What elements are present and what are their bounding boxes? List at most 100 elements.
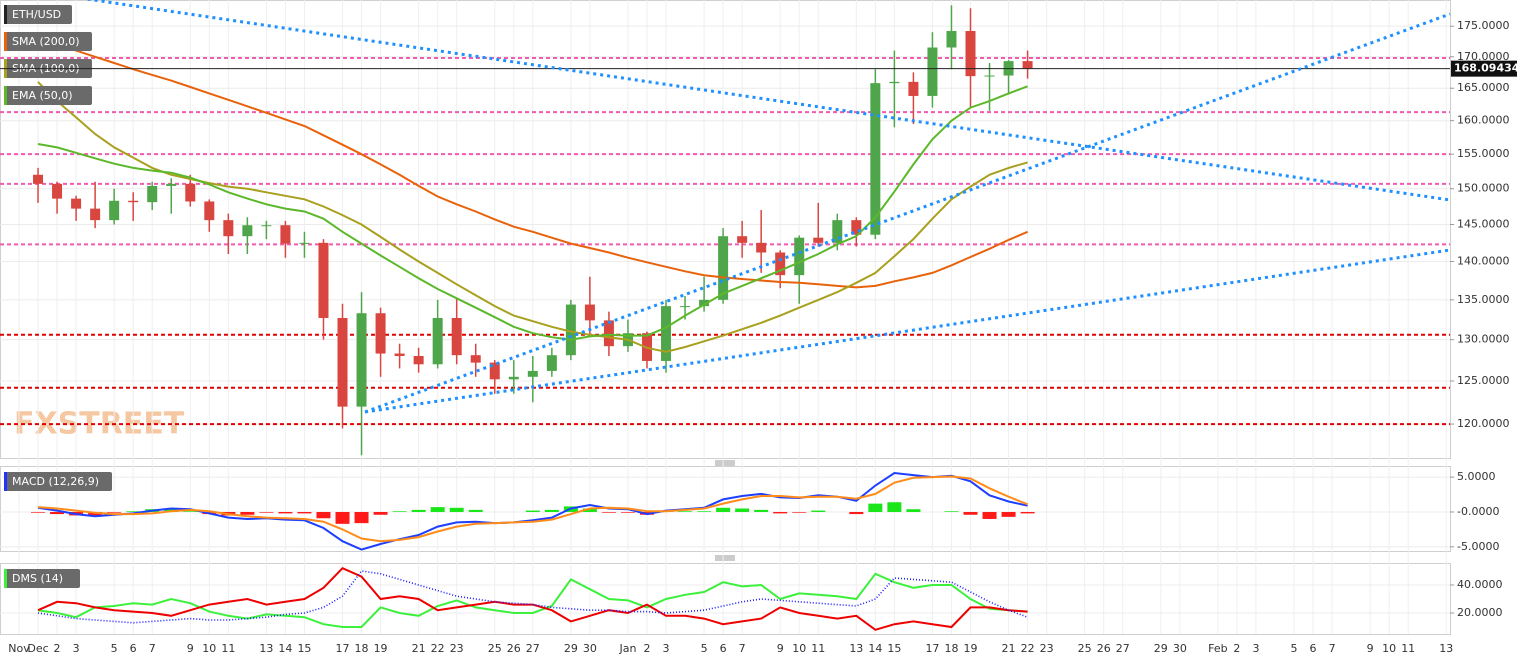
x-tick-label: 19 [374, 642, 388, 655]
legend-stripe [4, 569, 7, 588]
x-tick-label: 2 [54, 642, 61, 655]
candle-body [870, 83, 881, 235]
candle-body [204, 201, 215, 221]
candle-body [223, 220, 234, 237]
candle-body [832, 220, 843, 243]
candle-body [775, 252, 786, 276]
legend-stripe [4, 32, 7, 51]
y-tick-label: 165.0000 [1457, 81, 1510, 94]
x-tick-label: 9 [1367, 642, 1374, 655]
candle-body [185, 183, 196, 202]
x-tick-label: 18 [944, 642, 958, 655]
y-tick-label: 150.0000 [1457, 182, 1510, 195]
histogram-bar [411, 509, 426, 512]
histogram-bar [963, 511, 978, 515]
histogram-bar [259, 511, 274, 513]
y-tick-label: -5.0000 [1457, 540, 1499, 553]
histogram-bar [50, 511, 65, 515]
last-price-box [1451, 60, 1517, 77]
series-line [37, 570, 1028, 624]
candle-body [109, 200, 120, 221]
candle-body [889, 81, 900, 84]
candle-body [90, 208, 101, 221]
dms-panel [0, 563, 1451, 635]
candle-body [546, 355, 557, 371]
candle-body [508, 376, 519, 380]
candle-body [699, 299, 710, 307]
histogram-bar [735, 508, 750, 512]
histogram-bar [544, 509, 559, 512]
histogram-bar [678, 511, 693, 512]
x-tick-label: 18 [355, 642, 369, 655]
x-tick-label: 25 [488, 642, 502, 655]
histogram-bar [1020, 511, 1035, 514]
candle-body [394, 353, 405, 357]
histogram-bar [126, 511, 141, 512]
candle-body [1022, 61, 1033, 69]
legend-label: MACD (12,26,9) [12, 475, 99, 488]
x-tick-label: 11 [811, 642, 825, 655]
x-tick-label: 11 [1401, 642, 1415, 655]
x-tick-label: 5 [111, 642, 118, 655]
panel-handle [715, 460, 735, 561]
x-tick-label: 27 [526, 642, 540, 655]
legend-stripe [4, 472, 7, 491]
histogram-bar [373, 511, 388, 515]
x-tick-label: 11 [221, 642, 235, 655]
histogram-bar [468, 509, 483, 512]
candle-body [737, 236, 748, 243]
x-tick-label: 10 [792, 642, 806, 655]
x-tick-label: 7 [739, 642, 746, 655]
histogram-bar [240, 511, 255, 515]
legend-label: ETH/USD [12, 8, 61, 21]
candle-body [261, 225, 272, 227]
histogram-bar [31, 511, 46, 513]
candle-body [147, 185, 158, 203]
candle-body [680, 306, 691, 308]
histogram-bar [335, 511, 350, 524]
candle-body [470, 355, 481, 363]
histogram-bar [183, 511, 198, 512]
y-tick-label: 125.0000 [1457, 374, 1510, 387]
x-tick-label: 6 [130, 642, 137, 655]
x-tick-label: 2 [1233, 642, 1240, 655]
x-tick-label: 13 [259, 642, 273, 655]
candle-body [794, 237, 805, 276]
macd-panel [0, 466, 1451, 552]
legend-stripe [4, 86, 7, 105]
x-tick-label: 26 [1097, 642, 1111, 655]
legend-label: SMA (200,0) [12, 35, 80, 48]
x-tick-label: 7 [149, 642, 156, 655]
histogram-bar [849, 511, 864, 515]
trendlines [83, 0, 1451, 414]
histogram-bar [906, 509, 921, 512]
x-tick-label: 23 [450, 642, 464, 655]
x-tick-label: 17 [925, 642, 939, 655]
x-tick-label: 9 [777, 642, 784, 655]
x-tick-label: 17 [336, 642, 350, 655]
series-line [37, 572, 1028, 628]
histogram-bar [754, 509, 769, 512]
legend-label: EMA (50,0) [12, 89, 73, 102]
histogram-bar [982, 511, 997, 519]
candle-body [280, 225, 291, 244]
candle-body [128, 200, 139, 203]
x-tick-label: 7 [1329, 642, 1336, 655]
histogram-bar [811, 510, 826, 512]
candle-body [242, 225, 253, 237]
histogram-bar [601, 511, 616, 513]
legend-stripe [4, 5, 7, 24]
legend-box [4, 569, 80, 588]
x-tick-label: Nov [8, 642, 30, 655]
y-tick-label: 155.0000 [1457, 147, 1510, 160]
candle-body [527, 370, 538, 377]
candle-body [71, 198, 82, 209]
x-tick-label: 30 [583, 642, 597, 655]
candle-body [489, 362, 500, 380]
y-tick-label: 5.0000 [1457, 470, 1496, 483]
y-tick-label: 40.0000 [1457, 578, 1503, 591]
histogram-bar [297, 511, 312, 514]
histogram-bar [868, 503, 883, 512]
x-tick-label: Feb [1208, 642, 1227, 655]
